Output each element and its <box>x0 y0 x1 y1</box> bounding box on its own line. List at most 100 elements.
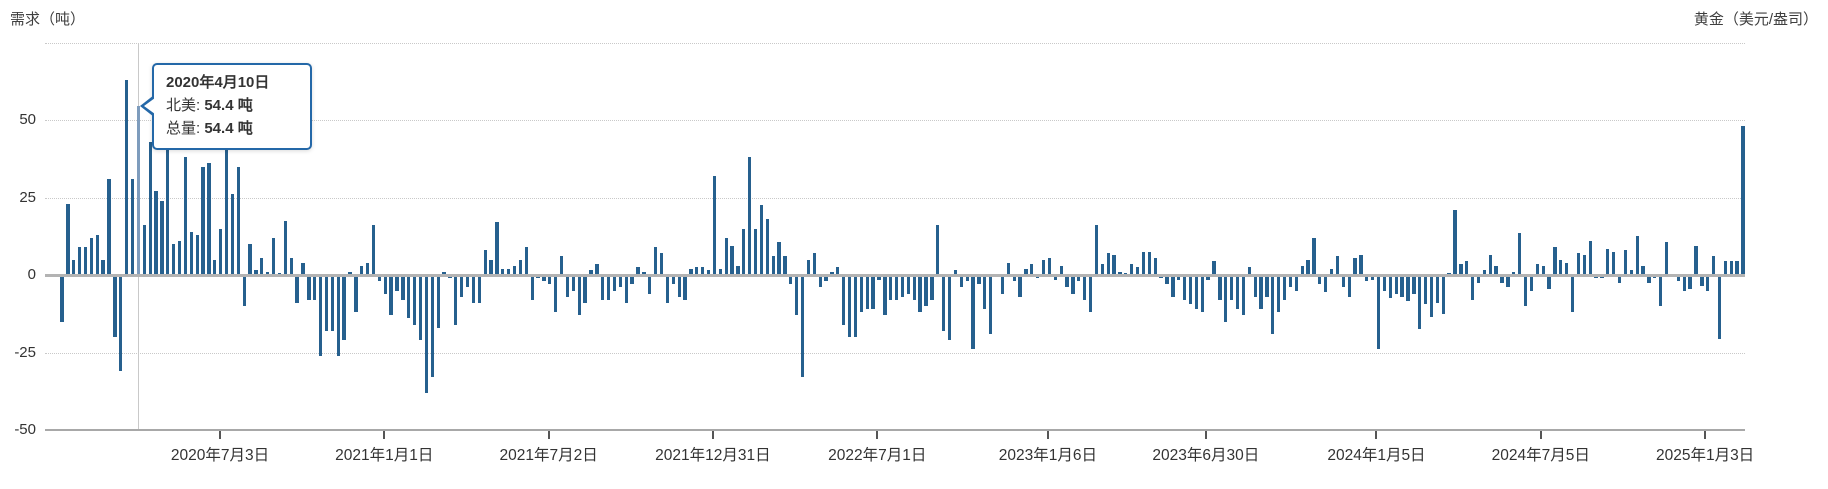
bar[interactable] <box>701 267 705 275</box>
bar[interactable] <box>1059 265 1063 275</box>
bar[interactable] <box>230 194 235 275</box>
bar[interactable] <box>847 275 852 337</box>
bar[interactable] <box>877 275 881 280</box>
bar[interactable] <box>354 275 358 313</box>
bar[interactable] <box>894 275 899 300</box>
bar[interactable] <box>125 79 129 275</box>
bar[interactable] <box>1024 268 1028 275</box>
bar[interactable] <box>718 268 722 275</box>
bar[interactable] <box>1065 275 1069 288</box>
bar[interactable] <box>1253 275 1257 297</box>
bar[interactable] <box>1459 264 1463 275</box>
bar[interactable] <box>906 275 911 294</box>
bar[interactable] <box>1465 261 1469 275</box>
bar[interactable] <box>1617 275 1622 283</box>
bar[interactable] <box>565 275 570 297</box>
bar[interactable] <box>460 275 464 297</box>
bar[interactable] <box>1312 237 1316 275</box>
bar[interactable] <box>1012 275 1016 282</box>
bar[interactable] <box>1130 264 1134 275</box>
bar[interactable] <box>1470 275 1475 300</box>
bar[interactable] <box>918 275 922 313</box>
bar[interactable] <box>213 259 217 275</box>
bar[interactable] <box>1094 225 1099 275</box>
bar[interactable] <box>1647 275 1651 283</box>
bar[interactable] <box>483 250 487 275</box>
bar[interactable] <box>313 275 317 300</box>
bar[interactable] <box>1612 251 1616 275</box>
bar[interactable] <box>977 275 981 285</box>
bar[interactable] <box>595 264 599 275</box>
bar[interactable] <box>471 275 476 303</box>
bar[interactable] <box>95 234 99 275</box>
bar[interactable] <box>436 275 440 328</box>
bar[interactable] <box>818 275 822 288</box>
bar[interactable] <box>859 275 863 313</box>
bar[interactable] <box>1359 254 1363 275</box>
bar[interactable] <box>1382 275 1387 291</box>
bar[interactable] <box>1529 275 1534 291</box>
bar[interactable] <box>289 257 293 275</box>
bar[interactable] <box>930 275 934 300</box>
bar[interactable] <box>806 259 811 275</box>
bar[interactable] <box>407 275 411 319</box>
bar[interactable] <box>1629 270 1633 275</box>
bar[interactable] <box>589 270 593 275</box>
bar[interactable] <box>307 275 311 300</box>
bar[interactable] <box>665 275 670 303</box>
bar[interactable] <box>177 240 182 275</box>
bar[interactable] <box>1329 268 1334 275</box>
bar[interactable] <box>1653 275 1657 279</box>
bar[interactable] <box>377 275 382 282</box>
bar[interactable] <box>559 256 564 275</box>
bar[interactable] <box>266 271 270 275</box>
bar[interactable] <box>1482 270 1487 275</box>
bar[interactable] <box>1294 275 1298 291</box>
bar[interactable] <box>360 265 364 275</box>
bar[interactable] <box>1306 259 1310 275</box>
bar[interactable] <box>1676 275 1680 282</box>
bar[interactable] <box>947 275 952 341</box>
bar[interactable] <box>101 259 105 275</box>
bar[interactable] <box>836 267 840 275</box>
bar[interactable] <box>1376 275 1381 350</box>
bar[interactable] <box>324 275 329 331</box>
bar[interactable] <box>883 275 887 316</box>
bar[interactable] <box>242 275 246 306</box>
bar[interactable] <box>1118 271 1122 275</box>
bar[interactable] <box>1570 275 1575 313</box>
bar[interactable] <box>642 271 646 275</box>
bar[interactable] <box>318 275 323 356</box>
bar[interactable] <box>454 275 458 325</box>
bar[interactable] <box>1206 275 1210 280</box>
bar[interactable] <box>507 268 511 275</box>
bar[interactable] <box>536 275 540 279</box>
bar[interactable] <box>1135 267 1140 275</box>
bar[interactable] <box>401 275 405 300</box>
bar[interactable] <box>712 175 717 275</box>
bar[interactable] <box>624 275 628 303</box>
bar[interactable] <box>1165 275 1169 285</box>
bar[interactable] <box>130 178 135 275</box>
bar[interactable] <box>66 203 70 275</box>
bar[interactable] <box>83 247 88 275</box>
bar[interactable] <box>1635 236 1639 275</box>
bar[interactable] <box>1053 275 1057 280</box>
bar[interactable] <box>1435 275 1439 303</box>
bar[interactable] <box>1476 275 1481 283</box>
bar[interactable] <box>648 275 652 294</box>
bar[interactable] <box>765 219 769 275</box>
bar[interactable] <box>1153 257 1157 275</box>
bar[interactable] <box>1717 275 1722 339</box>
bar[interactable] <box>1018 275 1022 297</box>
bar[interactable] <box>1282 275 1287 300</box>
bar[interactable] <box>348 271 352 275</box>
bar[interactable] <box>1682 275 1686 291</box>
bar[interactable] <box>495 222 499 275</box>
bar[interactable] <box>1241 275 1246 316</box>
bar[interactable] <box>424 275 429 393</box>
bar[interactable] <box>1200 275 1204 313</box>
bar[interactable] <box>1541 265 1545 275</box>
bar[interactable] <box>871 275 875 310</box>
bar[interactable] <box>389 275 393 316</box>
